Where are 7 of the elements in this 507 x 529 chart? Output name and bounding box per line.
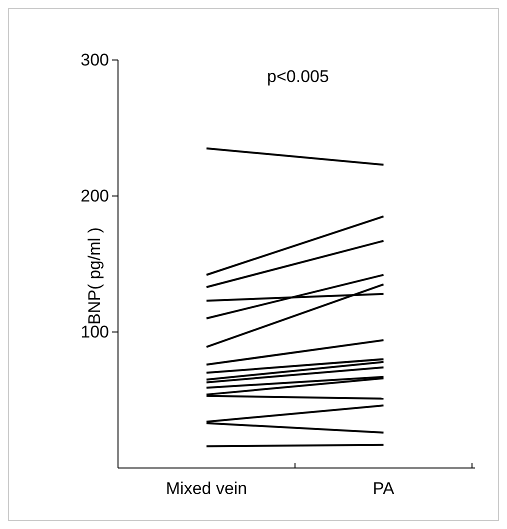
x-tick-label: PA [372, 479, 395, 498]
x-tick-label: Mixed vein [166, 479, 248, 498]
y-axis-title: BNP( pg/ml ) [85, 227, 104, 325]
annotation: p<0.005 [267, 67, 329, 86]
y-tick-label: 300 [80, 50, 109, 70]
y-tick-label: 100 [80, 322, 109, 342]
y-tick-label: 200 [80, 186, 109, 206]
